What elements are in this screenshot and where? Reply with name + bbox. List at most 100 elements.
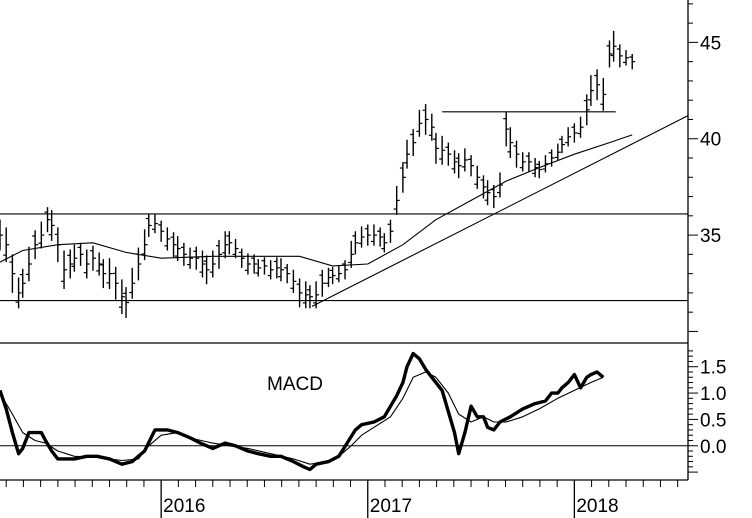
price-bar — [335, 264, 342, 283]
price-bar — [616, 44, 623, 68]
price-bar — [261, 257, 268, 275]
price-bar — [284, 263, 291, 284]
price-bar — [83, 249, 90, 279]
price-bar — [89, 245, 96, 271]
price-bar — [503, 111, 510, 147]
price-axis: 45 40 35 — [688, 3, 721, 332]
price-bar — [38, 221, 45, 249]
price-panel — [0, 30, 689, 318]
price-bar — [199, 250, 206, 278]
price-tick-label: 40 — [700, 130, 721, 151]
price-bar — [519, 152, 526, 172]
price-bar — [164, 227, 171, 251]
price-bar — [319, 269, 326, 297]
macd-tick-label: 1.5 — [700, 358, 726, 379]
price-bar — [0, 219, 3, 251]
price-bar — [106, 258, 113, 290]
macd-tick-label: 0.0 — [700, 437, 726, 458]
macd-line — [0, 351, 605, 472]
price-bar — [474, 165, 481, 189]
price-bar — [232, 238, 239, 259]
price-bar — [439, 135, 446, 165]
price-bar — [606, 40, 613, 68]
trendline-4 — [311, 115, 689, 307]
year-tick-label: 2018 — [576, 496, 618, 517]
price-bar — [313, 281, 320, 309]
price-bar — [399, 161, 406, 193]
price-bar — [507, 127, 514, 159]
price-bar — [410, 129, 417, 157]
price-bar — [571, 123, 578, 143]
signal-line — [0, 371, 604, 465]
price-bar — [145, 213, 152, 238]
macd-axis: 1.5 1.0 0.5 0.0 — [688, 350, 726, 473]
price-bar — [187, 247, 194, 269]
price-bar — [158, 220, 165, 242]
price-bar — [273, 257, 280, 279]
price-bar — [445, 142, 452, 166]
price-bar — [480, 175, 487, 199]
price-bar — [216, 239, 223, 269]
price-bar — [554, 143, 561, 161]
price-bar — [77, 242, 84, 266]
price-bar — [461, 148, 468, 172]
price-bar — [513, 140, 520, 168]
macd-tick-label: 1.0 — [700, 384, 726, 405]
price-bar — [428, 113, 435, 141]
price-bar — [623, 50, 630, 66]
price-bar — [15, 277, 22, 309]
price-bar — [377, 227, 384, 247]
chart-frame — [0, 0, 689, 481]
price-bar — [565, 127, 572, 147]
price-bar — [32, 230, 39, 260]
price-bar — [209, 250, 216, 278]
price-bar — [170, 232, 177, 258]
price-bar — [594, 69, 601, 101]
price-tick-label: 45 — [700, 33, 721, 54]
price-bar — [558, 135, 565, 154]
price-bar — [370, 224, 377, 246]
price-bar — [484, 180, 491, 206]
price-bar — [96, 252, 103, 276]
macd-label: MACD — [267, 374, 323, 395]
price-bar — [577, 116, 584, 138]
price-bar — [422, 104, 429, 135]
price-bar — [290, 269, 297, 293]
price-bar — [226, 231, 233, 255]
price-tick-label: 35 — [700, 226, 721, 247]
time-axis: 2016 2017 2018 — [5, 480, 679, 518]
price-bar — [542, 155, 549, 173]
price-bar — [451, 150, 458, 174]
price-bar — [129, 267, 136, 299]
price-bar — [536, 160, 543, 179]
price-bar — [267, 260, 274, 280]
macd-tick-label: 0.5 — [700, 410, 726, 431]
price-bar — [238, 248, 245, 268]
price-bar — [358, 226, 365, 248]
macd-panel: MACD — [0, 351, 688, 472]
price-bar — [151, 213, 158, 234]
price-bar — [123, 287, 130, 318]
price-bar — [277, 258, 284, 282]
price-bar — [393, 185, 400, 215]
price-bar — [251, 254, 258, 274]
price-bar — [135, 247, 142, 281]
year-tick-label: 2016 — [163, 496, 205, 517]
price-bar — [432, 132, 439, 164]
price-bar — [496, 172, 503, 198]
price-bar — [296, 278, 303, 308]
price-bar — [3, 227, 10, 263]
price-bar — [364, 224, 371, 246]
price-bar — [255, 259, 262, 277]
price-bar — [583, 94, 590, 126]
price-bar — [548, 149, 555, 167]
price-bar — [468, 155, 475, 177]
price-bar — [54, 227, 61, 263]
price-bar — [455, 153, 462, 179]
price-bar — [600, 78, 607, 111]
price-bar — [118, 279, 125, 315]
price-bar — [532, 158, 539, 178]
price-bar — [629, 53, 636, 70]
price-bar — [222, 231, 229, 259]
